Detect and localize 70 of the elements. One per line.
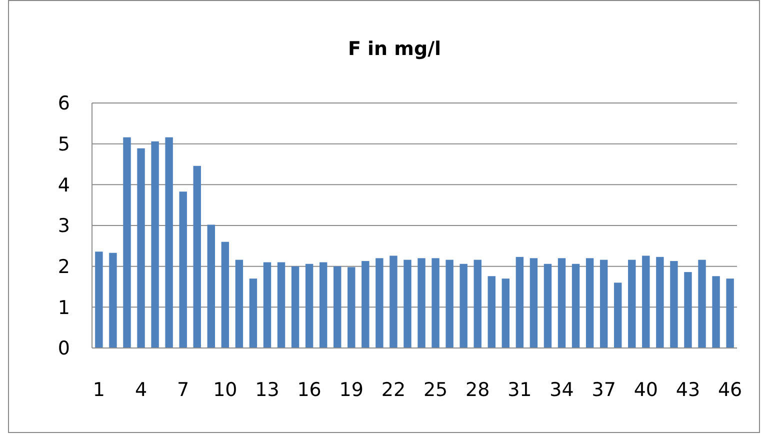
bar	[404, 260, 412, 348]
bar	[670, 261, 678, 348]
bar	[179, 192, 187, 348]
x-tick-label: 37	[592, 379, 616, 401]
bar	[460, 264, 468, 348]
bar	[348, 267, 356, 348]
bar	[502, 278, 510, 348]
bar	[291, 266, 300, 348]
bar	[263, 262, 272, 348]
x-tick-label: 40	[634, 379, 658, 401]
bar	[684, 272, 692, 348]
x-tick-label: 19	[339, 379, 364, 401]
x-tick-label: 13	[255, 379, 280, 401]
x-tick-label: 46	[718, 379, 742, 401]
x-tick-label: 1	[92, 379, 105, 401]
x-tick-label: 34	[550, 379, 574, 401]
bar	[390, 256, 398, 348]
bar	[151, 141, 159, 348]
y-tick-label: 5	[58, 133, 70, 156]
bar	[207, 224, 215, 348]
bar	[614, 282, 622, 348]
bar	[474, 260, 482, 348]
bar	[249, 278, 258, 348]
bar	[642, 256, 650, 348]
y-tick-label: 3	[58, 215, 70, 238]
bar	[193, 166, 201, 348]
x-tick-label: 28	[466, 379, 490, 401]
x-tick-label: 25	[423, 379, 448, 401]
bar	[109, 252, 117, 348]
x-tick-label: 31	[508, 379, 532, 401]
bar	[628, 260, 636, 348]
bar	[656, 256, 664, 348]
bar	[319, 262, 328, 348]
x-tick-label: 43	[676, 379, 700, 401]
x-tick-label: 7	[177, 379, 190, 401]
bar	[558, 258, 566, 348]
y-tick-label: 0	[58, 338, 70, 360]
x-tick-label: 22	[381, 379, 406, 401]
y-tick-label: 1	[58, 296, 70, 319]
bar	[305, 264, 314, 348]
bar	[726, 278, 734, 348]
y-tick-label: 6	[58, 92, 70, 115]
bar	[123, 137, 131, 348]
x-tick-label: 10	[213, 379, 238, 401]
bar	[137, 148, 145, 348]
bar	[572, 264, 580, 348]
bar	[712, 276, 720, 348]
bar	[376, 258, 384, 348]
y-tick-label: 2	[58, 256, 70, 278]
bar	[221, 242, 230, 348]
x-tick-label: 4	[134, 379, 148, 401]
bar	[334, 266, 342, 348]
bar	[488, 276, 496, 348]
bar	[165, 137, 173, 348]
bar	[530, 258, 538, 348]
chart-title: F in mg/l	[348, 38, 442, 60]
bar	[516, 256, 524, 348]
bar	[95, 252, 103, 348]
bar	[544, 264, 552, 348]
bar	[586, 258, 594, 348]
bar	[362, 261, 370, 348]
bar	[600, 260, 608, 348]
y-tick-label: 4	[58, 174, 70, 196]
bar	[698, 260, 706, 348]
bar	[235, 260, 244, 348]
x-tick-label: 16	[297, 379, 322, 401]
bar	[432, 258, 440, 348]
bar	[277, 262, 286, 348]
bar	[418, 258, 426, 348]
bar	[446, 260, 454, 348]
